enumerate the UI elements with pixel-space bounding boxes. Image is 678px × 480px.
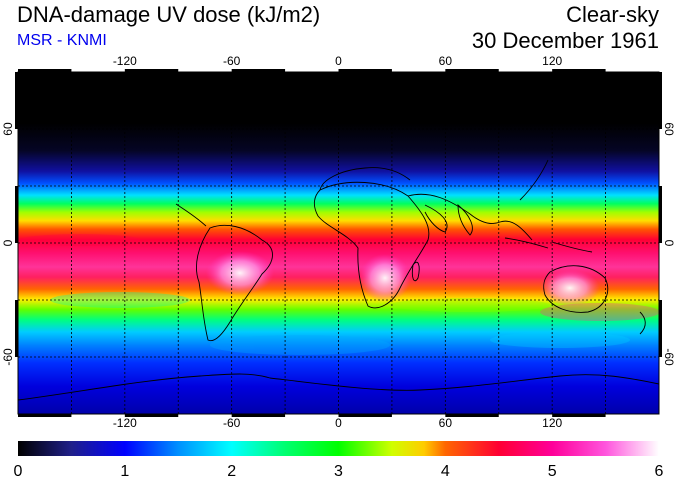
frame-bar-bottom	[18, 414, 72, 417]
lon-tick-label-top: -120	[113, 54, 137, 68]
lat-tick-label-left: 60	[1, 122, 15, 136]
coastline-asia-east	[519, 159, 549, 201]
coastline-south-america	[196, 224, 273, 342]
colorbar-tick-label: 4	[441, 463, 450, 480]
sky-condition-label: Clear-sky	[566, 2, 659, 27]
frame-bar-top	[18, 69, 72, 72]
frame-bar-left	[15, 72, 18, 129]
colorbar-labels: 0 1 2 3 4 5 6	[14, 463, 664, 480]
coastline-antarctica	[18, 373, 659, 401]
map-title: DNA-damage UV dose (kJ/m2)	[17, 2, 321, 27]
coastlines	[18, 159, 659, 401]
lon-tick-label-bottom: 0	[335, 416, 342, 430]
colorbar-tick-label: 2	[227, 463, 236, 480]
source-label: MSR - KNMI	[17, 32, 107, 49]
lat-tick-label-left: -60	[1, 348, 15, 366]
coastline-india	[457, 204, 473, 236]
map-field	[18, 72, 659, 414]
lon-tick-label-top: 60	[439, 54, 453, 68]
lon-labels-top: -120 -60 0 60 120	[113, 54, 563, 68]
lon-tick-label-top: 120	[542, 54, 562, 68]
frame-bar-right	[659, 186, 662, 243]
frame-bar-top	[231, 69, 286, 72]
frame-bar-left	[15, 300, 18, 357]
lat-labels-left: 60 0 -60	[1, 122, 15, 366]
hotspot-australia	[540, 270, 600, 306]
lat-tick-label-right: -60	[662, 348, 676, 366]
frame-bar-bottom	[445, 414, 499, 417]
coastline-new-zealand	[639, 311, 646, 335]
lon-tick-label-top: -60	[223, 54, 241, 68]
graticule	[18, 72, 659, 414]
frame-ticks	[15, 69, 662, 417]
coastline-europe	[319, 167, 411, 191]
lon-tick-label-bottom: -120	[113, 416, 137, 430]
colorbar-tick-label: 0	[14, 463, 23, 480]
lat-tick-label-right: 0	[662, 240, 676, 247]
coastline-australia	[543, 265, 609, 313]
hotspot-south-america	[206, 251, 274, 295]
frame-bar-top	[552, 69, 606, 72]
lat-tick-label-right: 60	[662, 122, 676, 136]
date-label: 30 December 1961	[471, 28, 659, 53]
lat-labels-right: 60 0 -60	[662, 122, 676, 366]
lon-tick-label-bottom: 60	[439, 416, 453, 430]
colorbar	[18, 441, 659, 456]
lon-tick-label-bottom: 120	[542, 416, 562, 430]
frame-bar-bottom	[124, 414, 179, 417]
colorbar-tick-label: 5	[548, 463, 557, 480]
frame-bar-bottom	[231, 414, 286, 417]
lon-labels-bottom: -120 -60 0 60 120	[113, 416, 563, 430]
frame-bar-left	[15, 186, 18, 243]
frame-bar-top	[124, 69, 179, 72]
frame-bar-right	[659, 300, 662, 357]
frame-bar-top	[338, 69, 392, 72]
frame-bar-bottom	[338, 414, 392, 417]
coastline-madagascar	[411, 261, 420, 282]
colorbar-tick-label: 3	[334, 463, 343, 480]
lon-tick-label-top: 0	[335, 54, 342, 68]
frame-bar-top	[445, 69, 499, 72]
lon-tick-label-bottom: -60	[223, 416, 241, 430]
coastline-eurasia-south	[407, 193, 533, 241]
colorbar-tick-label: 6	[655, 463, 664, 480]
colorbar-tick-label: 1	[120, 463, 129, 480]
lat-tick-label-left: 0	[1, 239, 15, 246]
hotspot-southern-africa	[359, 254, 411, 302]
frame-bar-bottom	[552, 414, 606, 417]
frame-bar-right	[659, 72, 662, 129]
